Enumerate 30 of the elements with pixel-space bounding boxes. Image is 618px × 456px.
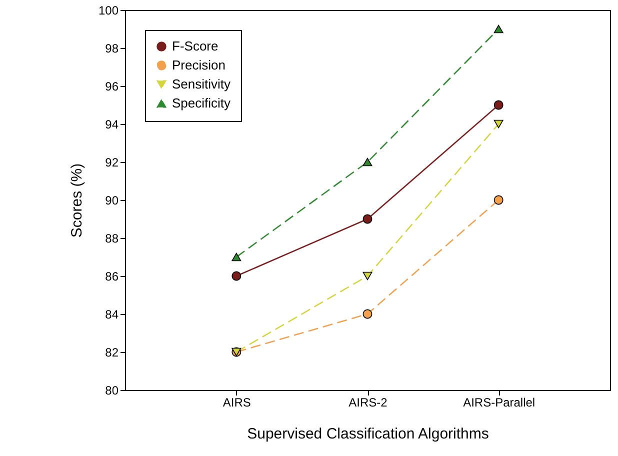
x-tick-label: AIRS [222, 396, 251, 410]
point [232, 252, 242, 262]
y-tick-label: 80 [105, 384, 119, 398]
y-tick-label: 100 [98, 4, 119, 18]
y-tick-label: 90 [105, 194, 119, 208]
y-axis-title: Scores (%) [68, 163, 86, 238]
legend-label: Sensitivity [172, 76, 232, 92]
legend-label: Specificity [172, 96, 232, 110]
x-tick-label: AIRS-Parallel [463, 396, 536, 410]
x-axis-title: Supervised Classification Algorithms [247, 426, 489, 442]
point [494, 120, 504, 128]
y-tick-label: 82 [105, 346, 119, 360]
legend-label: Precision [172, 58, 226, 72]
y-tick-label: 86 [105, 270, 119, 284]
y-tick-label: 96 [105, 80, 119, 94]
point [362, 214, 372, 224]
y-tick-label: 94 [105, 118, 119, 132]
point [362, 158, 372, 166]
y-tick-label: 92 [105, 156, 119, 170]
y-tick-label: 84 [105, 308, 119, 322]
point [362, 309, 372, 319]
legend-label: F-Score [172, 38, 218, 54]
point [362, 272, 372, 280]
point [494, 100, 504, 110]
point [494, 24, 504, 34]
point [494, 195, 504, 205]
y-tick-label: 98 [105, 42, 119, 56]
x-tick-label: AIRS-2 [348, 396, 388, 410]
point [232, 271, 242, 281]
y-tick-label: 88 [105, 232, 119, 246]
